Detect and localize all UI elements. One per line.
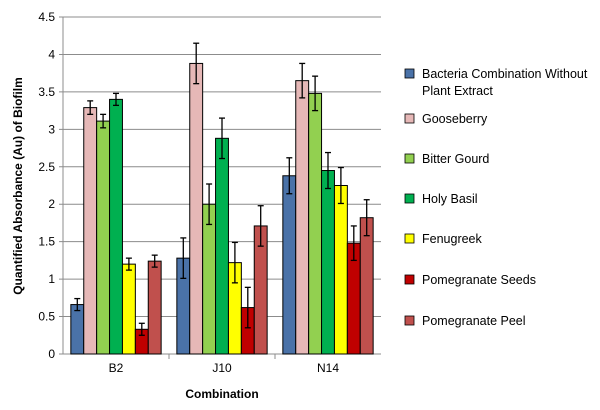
legend-label: Pomegranate Peel <box>422 314 526 328</box>
legend-swatch <box>404 113 415 124</box>
bar <box>295 80 310 355</box>
x-tick-label: J10 <box>212 361 232 375</box>
bar <box>359 217 374 355</box>
x-axis-label: Combination <box>185 387 258 401</box>
bar <box>147 260 162 355</box>
y-tick-label: 2 <box>48 197 55 211</box>
bar <box>96 120 111 355</box>
y-tick-label: 0.5 <box>38 310 55 324</box>
legend-swatch <box>404 315 415 326</box>
legend-swatch <box>404 193 415 204</box>
y-tick-label: 4.5 <box>38 10 55 24</box>
bar <box>202 203 217 355</box>
bar <box>215 137 229 355</box>
bar <box>321 170 335 355</box>
legend-swatch <box>404 274 415 285</box>
legend-label: Gooseberry <box>422 112 488 126</box>
legend-swatch <box>404 68 415 79</box>
bar <box>83 107 98 355</box>
x-tick-label: N14 <box>317 361 339 375</box>
bar <box>333 185 348 355</box>
bar <box>109 98 123 355</box>
bar <box>282 175 297 355</box>
y-tick-label: 2.5 <box>38 160 55 174</box>
y-tick-label: 1 <box>48 272 55 286</box>
legend-swatch <box>404 233 415 244</box>
y-axis-label: Quantified Absorbance (Au) of Biofilm <box>11 77 25 295</box>
y-tick-label: 1.5 <box>38 235 55 249</box>
legend-swatch <box>404 153 415 164</box>
bar <box>308 92 323 355</box>
bar <box>70 304 85 355</box>
bar <box>189 62 204 355</box>
y-tick-label: 0 <box>48 347 55 361</box>
y-tick-label: 3.5 <box>38 85 55 99</box>
legend-label: Pomegranate Seeds <box>422 273 536 287</box>
legend-label: Bacteria Combination Without Plant Extrac… <box>422 67 588 98</box>
legend-label: Fenugreek <box>422 232 483 246</box>
bar <box>121 263 136 355</box>
y-tick-label: 4 <box>48 47 55 61</box>
legend-label: Bitter Gourd <box>422 152 489 166</box>
legend-label: Holy Basil <box>422 192 478 206</box>
x-tick-label: B2 <box>109 361 124 375</box>
y-tick-label: 3 <box>48 122 55 136</box>
